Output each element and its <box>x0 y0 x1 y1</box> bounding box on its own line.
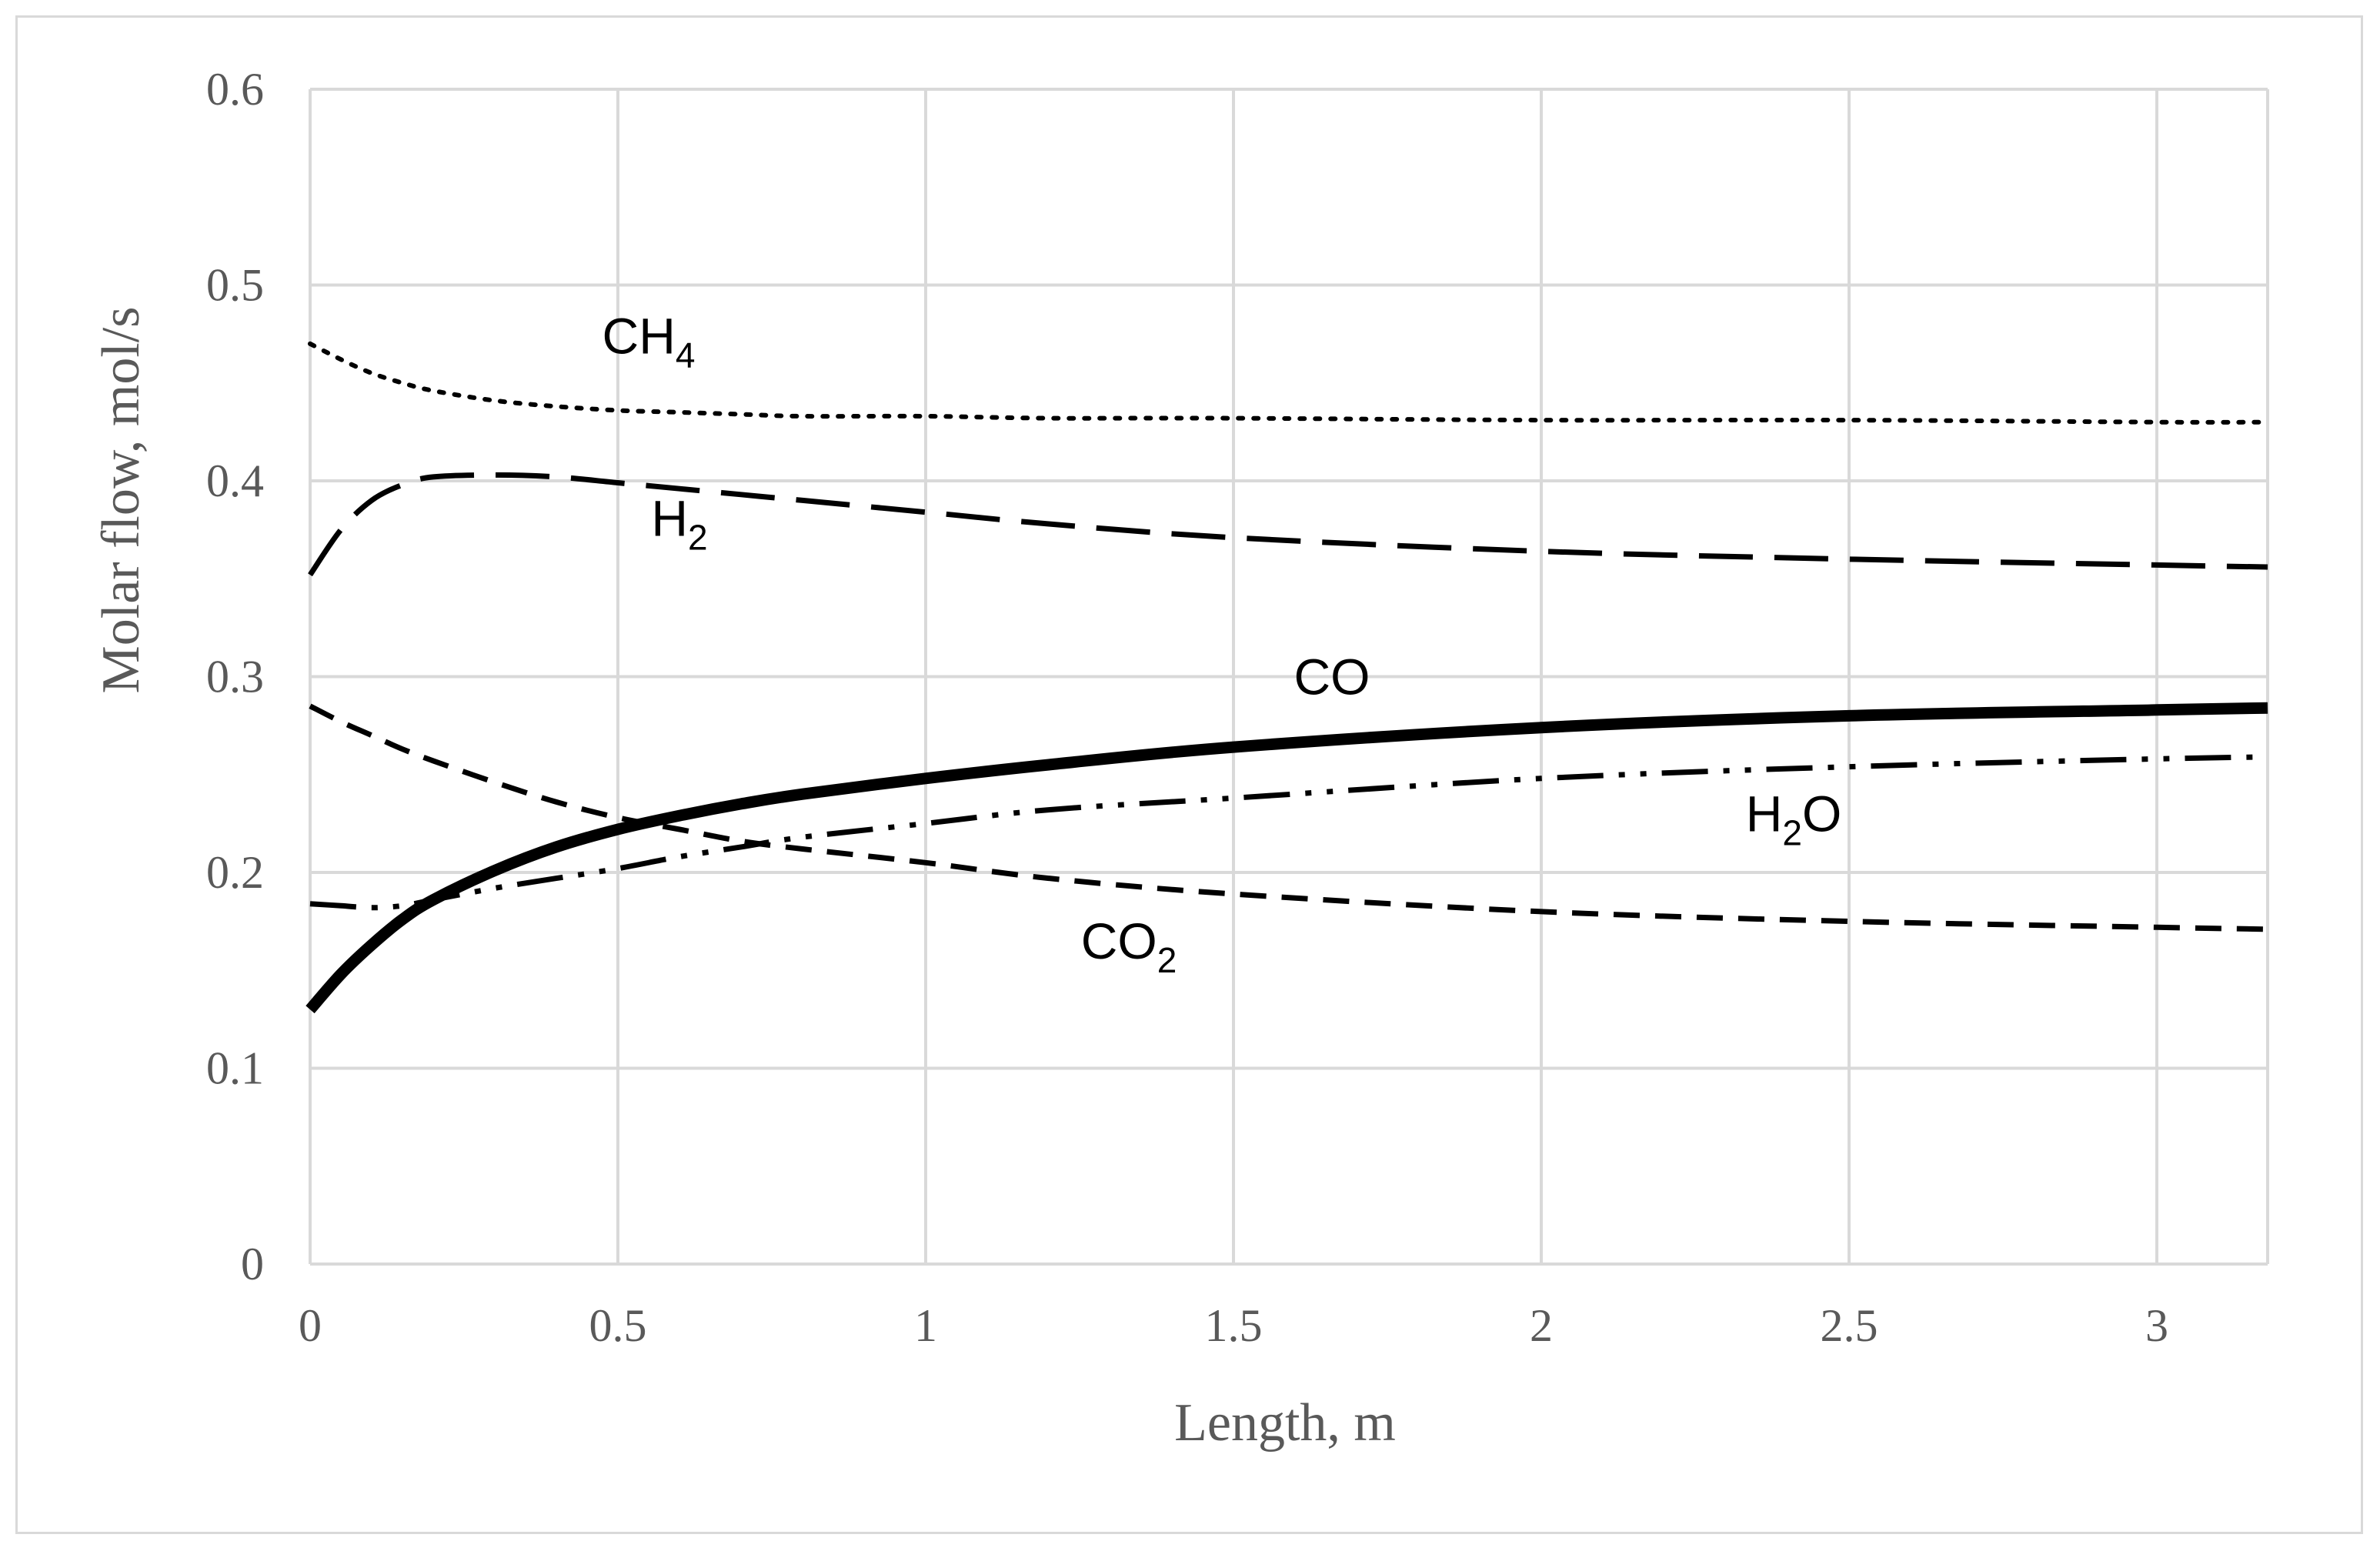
series-line-ch4 <box>308 341 2270 425</box>
x-tick-label: 2.5 <box>1821 1300 1878 1351</box>
series-lines <box>305 341 2270 1014</box>
y-tick-label: 0 <box>241 1239 264 1289</box>
series-label-co2: CO2 <box>1081 912 1177 980</box>
x-tick-label: 0.5 <box>589 1300 647 1351</box>
y-tick-label: 0.5 <box>206 260 264 311</box>
series-line-co2 <box>309 703 2268 932</box>
y-tick-label: 0.1 <box>206 1043 264 1094</box>
chart-frame <box>15 15 2363 1534</box>
grid-lines <box>309 88 2269 1266</box>
y-tick-label: 0.4 <box>206 455 264 506</box>
series-label-h2: H2 <box>651 489 707 557</box>
series-label-ch4: CH4 <box>603 308 696 375</box>
series-line-h2o <box>309 754 2268 911</box>
x-tick-label: 0 <box>299 1300 322 1351</box>
x-tick-label: 3 <box>2145 1300 2168 1351</box>
x-tick-label: 2 <box>1530 1300 1553 1351</box>
series-label-h2o: H2O <box>1746 786 1842 853</box>
y-axis-title: Molar flow, mol/s <box>92 307 151 694</box>
y-tick-label: 0.3 <box>206 652 264 702</box>
series-label-co: CO <box>1294 648 1370 705</box>
x-tick-label: 1.5 <box>1205 1300 1263 1351</box>
x-axis-title: Length, m <box>1174 1393 1396 1453</box>
y-tick-label: 0.6 <box>206 64 264 115</box>
series-labels: CH4 H2 CO H2O CO2 <box>603 308 1842 980</box>
x-axis-ticks: 0 0.5 1 1.5 2 2.5 3 <box>299 1300 2168 1351</box>
x-tick-label: 1 <box>914 1300 937 1351</box>
y-tick-label: 0.2 <box>206 847 264 898</box>
series-line-co <box>305 702 2268 1014</box>
y-axis-ticks: 0 0.1 0.2 0.3 0.4 0.5 0.6 <box>206 64 264 1289</box>
series-line-h2 <box>308 472 2268 577</box>
